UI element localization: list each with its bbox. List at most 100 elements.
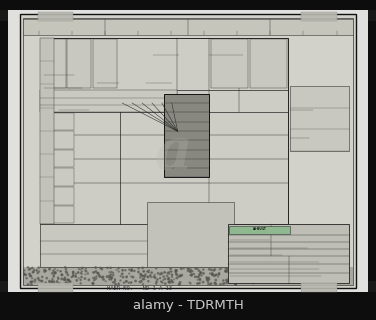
- Point: [106, 270, 112, 275]
- Point: [252, 272, 258, 277]
- Point: [244, 275, 250, 280]
- Bar: [8, 10, 368, 292]
- Point: [51, 274, 57, 279]
- Point: [165, 270, 171, 276]
- Point: [93, 276, 99, 281]
- Bar: [211, 39, 249, 88]
- Point: [106, 274, 112, 279]
- Point: [228, 266, 234, 271]
- Point: [29, 279, 35, 284]
- Point: [28, 279, 34, 284]
- Point: [177, 280, 183, 285]
- Point: [237, 269, 243, 275]
- Point: [251, 277, 257, 282]
- Point: [51, 270, 57, 275]
- Bar: [301, 283, 337, 292]
- Point: [78, 277, 84, 283]
- Point: [166, 271, 172, 276]
- Point: [228, 265, 234, 270]
- Point: [160, 277, 166, 283]
- Point: [232, 279, 238, 284]
- Point: [166, 279, 172, 284]
- Point: [36, 269, 42, 274]
- Point: [225, 276, 231, 281]
- Point: [21, 272, 27, 277]
- Point: [128, 280, 134, 285]
- Point: [243, 275, 249, 280]
- Point: [187, 269, 193, 274]
- Point: [99, 267, 105, 272]
- Point: [139, 274, 145, 279]
- Point: [136, 266, 142, 271]
- Point: [198, 270, 204, 275]
- Point: [190, 269, 196, 274]
- Point: [70, 269, 76, 275]
- Point: [97, 274, 103, 279]
- Point: [212, 267, 218, 272]
- Point: [29, 282, 35, 287]
- Point: [64, 270, 70, 276]
- Point: [188, 273, 194, 278]
- Point: [204, 278, 210, 283]
- Point: [56, 281, 62, 286]
- Point: [79, 271, 85, 276]
- Point: [112, 279, 118, 284]
- Point: [62, 275, 68, 280]
- Point: [32, 277, 38, 283]
- Point: [46, 267, 52, 272]
- Point: [108, 265, 114, 270]
- Point: [185, 268, 191, 273]
- Bar: [23, 267, 353, 285]
- Bar: [164, 94, 209, 177]
- Point: [70, 270, 76, 275]
- Point: [245, 274, 251, 279]
- Point: [197, 276, 203, 282]
- Point: [59, 272, 65, 277]
- Point: [153, 279, 159, 284]
- Point: [112, 276, 118, 282]
- Point: [200, 267, 206, 272]
- Point: [70, 273, 76, 278]
- Text: HAER NO.   ND-1-A-13: HAER NO. ND-1-A-13: [107, 286, 171, 292]
- Point: [47, 266, 53, 271]
- Point: [76, 276, 82, 281]
- Point: [105, 265, 111, 270]
- Point: [54, 279, 60, 284]
- Point: [208, 281, 214, 286]
- Bar: [147, 203, 234, 267]
- Point: [95, 271, 101, 276]
- Point: [223, 269, 229, 274]
- Point: [223, 277, 229, 283]
- Point: [95, 270, 101, 275]
- Point: [75, 270, 81, 275]
- Point: [215, 274, 221, 279]
- Bar: [23, 18, 353, 285]
- Text: alamy - TDRMTH: alamy - TDRMTH: [133, 299, 243, 312]
- Point: [194, 274, 200, 279]
- Point: [224, 280, 230, 285]
- Point: [120, 268, 126, 273]
- Point: [25, 265, 31, 270]
- Point: [191, 271, 197, 276]
- Point: [218, 266, 224, 271]
- Point: [224, 278, 230, 284]
- Point: [63, 280, 69, 285]
- Point: [188, 269, 194, 275]
- Point: [166, 276, 172, 282]
- Point: [142, 277, 148, 282]
- Point: [187, 281, 193, 286]
- Point: [93, 268, 99, 274]
- Point: [241, 270, 247, 275]
- Point: [36, 265, 42, 270]
- Point: [26, 267, 32, 272]
- Point: [194, 281, 200, 286]
- Point: [47, 282, 53, 287]
- Point: [106, 273, 112, 278]
- Point: [238, 269, 244, 275]
- Point: [193, 266, 199, 271]
- Point: [117, 278, 123, 283]
- Point: [123, 279, 129, 284]
- Point: [176, 274, 182, 279]
- Point: [128, 268, 134, 273]
- Point: [206, 282, 212, 287]
